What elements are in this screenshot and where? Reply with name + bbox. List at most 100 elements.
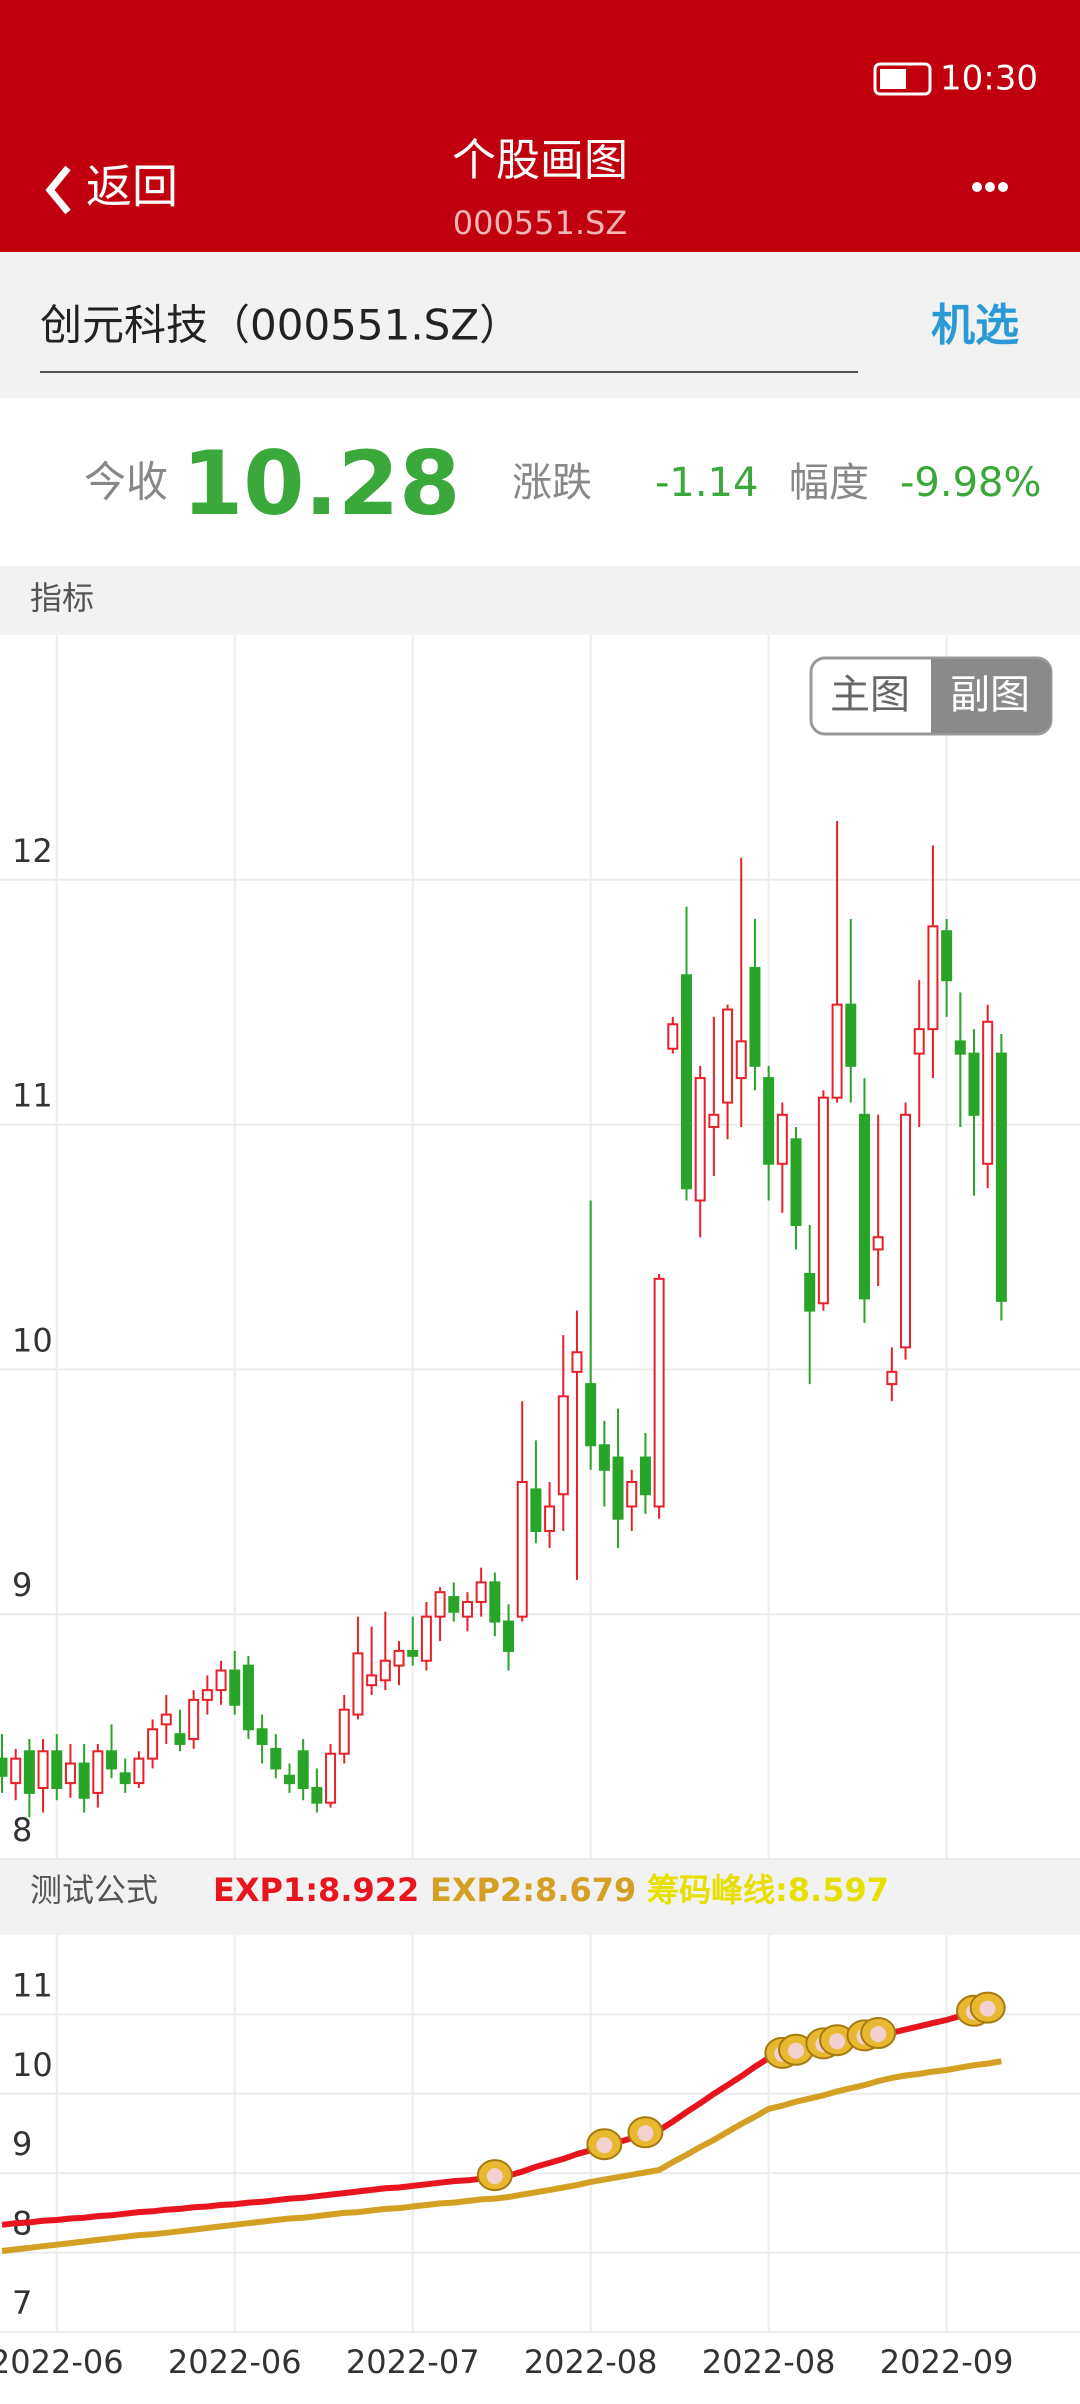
candle-body — [585, 1383, 597, 1447]
candle-body — [407, 1649, 419, 1657]
search-row — [0, 252, 1080, 398]
y-tick-label: 11 — [12, 1966, 53, 2004]
signal-icon — [586, 2128, 623, 2161]
candle-body — [106, 1750, 118, 1770]
candle-body — [735, 1040, 747, 1080]
candle-body — [653, 1277, 665, 1508]
candle-body — [913, 1028, 925, 1055]
candle-body — [626, 1481, 638, 1508]
candle-body — [147, 1728, 159, 1760]
candle-body — [420, 1615, 432, 1662]
candle-body — [557, 1395, 569, 1496]
candle-body — [544, 1505, 556, 1532]
candle-body — [461, 1600, 473, 1618]
section-label: 指标 — [30, 579, 94, 617]
more-button[interactable] — [972, 182, 1008, 192]
y-tick-label: 10 — [12, 2046, 53, 2084]
sub-chart-button[interactable]: 副图 — [950, 672, 1030, 718]
pick-button[interactable]: 机选 — [931, 300, 1019, 351]
series-line — [1, 2058, 1002, 2254]
candle-body — [954, 1040, 966, 1055]
candle-body — [10, 1757, 22, 1785]
close-label: 今收 — [84, 458, 168, 507]
candle-body — [817, 1096, 829, 1305]
x-tick-label: 2022-06 — [168, 2343, 302, 2381]
page-subtitle: 000551.SZ — [453, 204, 628, 242]
back-button[interactable]: 返回 — [86, 160, 178, 214]
candle-body — [160, 1713, 172, 1726]
y-tick-label: 8 — [12, 1811, 32, 1849]
candle-body — [256, 1728, 268, 1745]
y-tick-label: 9 — [12, 1566, 32, 1604]
candle-body — [749, 966, 761, 1067]
candle-body — [174, 1733, 186, 1745]
candle-body — [681, 974, 692, 1190]
candle-body — [0, 1757, 8, 1777]
x-tick-label: 2022-07 — [346, 2343, 480, 2381]
candle-body — [667, 1023, 679, 1050]
candle-body — [366, 1674, 378, 1687]
section-bar — [0, 566, 1080, 635]
candle-body — [78, 1762, 90, 1799]
candle-body — [612, 1456, 624, 1520]
candle-body — [23, 1750, 35, 1794]
legend-bar — [0, 1859, 1080, 1935]
app-bar — [0, 0, 1080, 252]
candle-body — [503, 1620, 515, 1652]
candle-body — [845, 1003, 857, 1067]
candle-body — [325, 1752, 337, 1804]
candle-body — [722, 1008, 734, 1104]
candle-body — [982, 1020, 994, 1165]
pct-value: -9.98% — [900, 460, 1042, 506]
legend-entry: 筹码峰线:8.597 — [647, 1871, 889, 1909]
candle-body — [379, 1659, 391, 1682]
signal-icon — [627, 2116, 664, 2149]
y-tick-label: 11 — [12, 1077, 53, 1115]
candle-body — [639, 1456, 651, 1496]
page-title: 个股画图 — [452, 135, 628, 186]
candle-body — [215, 1669, 227, 1692]
candle-body — [51, 1750, 63, 1790]
formula-label: 测试公式 — [30, 1871, 158, 1909]
search-input[interactable]: 创元科技（000551.SZ） — [40, 301, 521, 350]
main-chart-button[interactable]: 主图 — [830, 672, 910, 718]
y-tick-label: 7 — [12, 2284, 32, 2322]
candle-body — [872, 1236, 884, 1251]
x-tick-label: 2022-08 — [702, 2343, 836, 2381]
candle-body — [776, 1113, 788, 1165]
battery-level — [880, 69, 906, 89]
x-tick-label: 2022-09 — [880, 2343, 1014, 2381]
legend-entry: EXP2:8.679 — [430, 1871, 636, 1909]
x-tick-label: 2022-06 — [0, 2343, 124, 2381]
candle-body — [530, 1488, 542, 1532]
candle-body — [434, 1591, 446, 1618]
candle-body — [995, 1052, 1007, 1302]
toggle-active — [931, 659, 1051, 733]
x-tick-label: 2022-08 — [524, 2343, 658, 2381]
candle-body — [790, 1138, 802, 1226]
signal-icon — [860, 2017, 897, 2050]
candle-body — [448, 1596, 460, 1613]
candle-body — [242, 1664, 254, 1731]
signal-icon — [969, 1991, 1006, 2024]
candle-body — [886, 1370, 898, 1386]
candle-body — [968, 1052, 980, 1116]
candle-body — [133, 1757, 145, 1785]
candle-body — [37, 1750, 49, 1790]
candle-body — [831, 1003, 843, 1099]
candle-body — [92, 1750, 104, 1794]
back-icon[interactable] — [45, 165, 71, 215]
candle-body — [804, 1272, 816, 1312]
close-price: 10.28 — [182, 432, 460, 535]
candle-body — [694, 1077, 706, 1202]
candle-body — [393, 1649, 405, 1667]
candle-body — [571, 1351, 583, 1373]
candle-body — [229, 1669, 241, 1706]
candle-body — [763, 1077, 775, 1165]
legend-entry: EXP1:8.922 — [213, 1871, 419, 1909]
candle-body — [297, 1750, 309, 1790]
y-tick-label: 9 — [12, 2125, 32, 2163]
candle-body — [338, 1708, 350, 1755]
candle-body — [927, 925, 939, 1031]
